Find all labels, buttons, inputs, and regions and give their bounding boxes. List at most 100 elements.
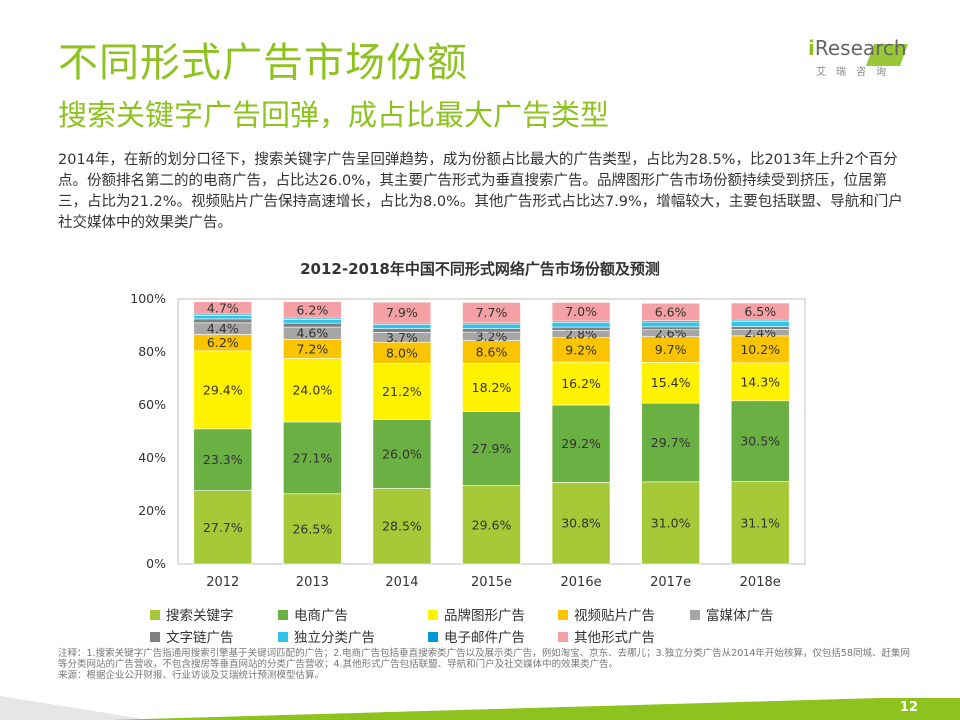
y-tick-label: 100% — [130, 291, 166, 306]
data-label: 26.5% — [292, 521, 332, 536]
data-label: 8.0% — [386, 345, 418, 360]
data-label: 16.2% — [561, 376, 601, 391]
footnotes: 注释：1.搜索关键字广告指通用搜索引擎基于关键词匹配的广告；2.电商广告包括垂直… — [58, 648, 918, 681]
data-label: 6.2% — [207, 335, 239, 350]
bar-segment — [372, 419, 432, 489]
bar-segment — [462, 363, 521, 412]
legend-item: 搜索关键字 — [150, 604, 234, 624]
legend-label: 富媒体广告 — [706, 608, 774, 624]
bar-segment — [641, 321, 700, 328]
legend-item: 独立分类广告 — [278, 626, 375, 646]
page-title: 不同形式广告市场份额 — [58, 40, 468, 86]
bar-segment — [283, 319, 342, 324]
bar-segment — [462, 328, 521, 333]
data-label: 28.5% — [382, 519, 422, 534]
bar-segment — [551, 337, 611, 363]
x-tick-label: 2013 — [296, 575, 329, 590]
data-label: 9.7% — [655, 342, 687, 357]
data-label: 6.6% — [655, 304, 687, 319]
bar-segment — [372, 324, 432, 329]
legend-label: 电商广告 — [294, 608, 348, 624]
page-subtitle: 搜索关键字广告回弹，成占比最大广告类型 — [58, 98, 610, 132]
x-tick-label: 2015e — [471, 575, 512, 590]
y-tick-label: 40% — [138, 450, 166, 465]
bar-segment — [641, 481, 700, 565]
description-paragraph: 2014年，在新的划分口径下，搜索关键字广告呈回弹趋势，成为份额占比最大的广告类… — [58, 152, 903, 231]
bar-segment — [730, 335, 790, 364]
bar-segment — [462, 302, 521, 324]
data-label: 7.2% — [296, 341, 328, 356]
bar-segment — [730, 326, 790, 330]
stacked-bar-chart: 0%20%40%60%80%100%27.7%23.3%29.4%6.2%4.4… — [130, 291, 806, 590]
data-label: 8.6% — [476, 345, 508, 360]
bar-segment — [551, 322, 611, 328]
legend-swatch — [558, 610, 568, 620]
bar-segment — [462, 485, 521, 565]
data-label: 29.2% — [561, 436, 601, 451]
data-label: 29.7% — [651, 435, 691, 450]
footer-band — [0, 696, 960, 720]
x-tick-label: 2012 — [206, 575, 239, 590]
bar-segment — [193, 428, 253, 491]
legend-label: 搜索关键字 — [166, 608, 234, 624]
data-label: 15.4% — [651, 375, 691, 390]
chart-title: 2012-2018年中国不同形式网络广告市场份额及预测 — [300, 260, 660, 278]
data-label: 7.7% — [476, 305, 508, 320]
bar-segment — [283, 358, 342, 423]
data-label: 27.1% — [292, 450, 332, 465]
legend-item: 电商广告 — [278, 604, 348, 624]
bar-segment — [283, 322, 342, 328]
y-tick-label: 20% — [138, 503, 166, 518]
bar-segment — [372, 328, 432, 333]
legend-label: 电子邮件广告 — [444, 630, 525, 646]
legend-label: 其他形式广告 — [574, 630, 655, 646]
data-label: 10.2% — [740, 342, 780, 357]
data-label: 4.6% — [296, 326, 328, 341]
legend-swatch — [278, 610, 288, 620]
data-label: 26.0% — [382, 447, 422, 462]
data-label: 27.7% — [203, 520, 243, 535]
bar-segment — [193, 315, 253, 320]
bar-segment — [372, 488, 432, 565]
bar-segment — [551, 404, 611, 483]
legend-swatch — [690, 610, 700, 620]
legend-item: 文字链广告 — [150, 626, 234, 646]
y-tick-label: 0% — [146, 556, 166, 571]
x-tick-label: 2018e — [740, 575, 781, 590]
data-label: 3.2% — [476, 329, 508, 344]
legend-item: 品牌图形广告 — [428, 604, 525, 624]
data-label: 31.1% — [740, 515, 780, 530]
iresearch-logo: iResearch 艾瑞咨询 — [808, 36, 909, 84]
bar-segment — [462, 411, 521, 486]
bar-segment — [730, 321, 790, 327]
bar-segment — [462, 323, 521, 329]
bar-segment — [641, 336, 700, 363]
bar-segment — [730, 400, 790, 482]
data-label: 7.9% — [386, 305, 418, 320]
data-label: 29.4% — [203, 382, 243, 397]
logo-subtext: 艾瑞咨询 — [816, 67, 896, 78]
legend-swatch — [428, 632, 438, 642]
data-label: 6.5% — [744, 304, 776, 319]
data-label: 23.3% — [203, 452, 243, 467]
bar-segment — [551, 482, 611, 565]
bar-segment — [283, 493, 342, 565]
legend-item: 其他形式广告 — [558, 626, 655, 646]
data-label: 7.0% — [565, 304, 597, 319]
x-tick-label: 2017e — [650, 575, 691, 590]
legend-label: 独立分类广告 — [294, 630, 375, 646]
x-tick-label: 2016e — [561, 575, 602, 590]
bar-segment — [283, 301, 342, 319]
legend-swatch — [150, 632, 160, 642]
data-label: 4.7% — [207, 300, 239, 315]
data-label: 14.3% — [740, 374, 780, 389]
bar-segment — [730, 481, 790, 565]
data-label: 3.7% — [386, 330, 418, 345]
logo-text: iResearch — [808, 36, 907, 60]
bar-segment — [641, 302, 700, 322]
legend-swatch — [150, 610, 160, 620]
data-label: 9.2% — [565, 342, 597, 357]
data-label: 4.4% — [207, 321, 239, 336]
bar-segment — [641, 402, 700, 483]
data-label: 24.0% — [292, 383, 332, 398]
